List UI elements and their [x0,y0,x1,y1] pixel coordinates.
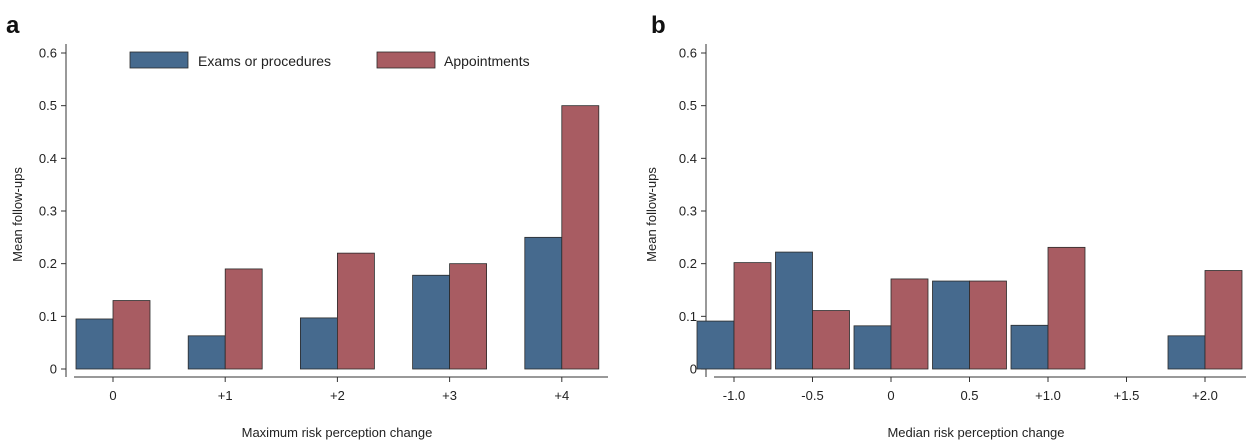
bar-appointments-6 [1204,270,1243,370]
y-tick-label: 0.1 [679,309,697,324]
legend-swatch-appointments [376,51,436,69]
x-tick-label: +3 [442,388,457,403]
panel-a: a 0 0.1 0.2 0.3 0.4 0.5 0.6 Mean follow-ups 0 +1 +2… [6,12,608,440]
x-tick-label: 0 [109,388,116,403]
y-tick-label: 0.3 [39,204,57,219]
panel-b: b 0 0.1 0.2 0.3 0.4 0.5 0.6 Mean follow-ups -1.0 -… [644,12,1246,440]
bar-exams-2 [299,317,338,370]
bar-appointments-3 [969,280,1007,370]
x-tick-label: 0.5 [960,388,978,403]
x-tick-label: 0 [887,388,894,403]
legend-swatch-exams [129,51,189,69]
bar-appointments-0 [733,262,772,370]
bar-exams-1 [775,251,813,370]
bar-appointments-3 [449,263,488,370]
bar-exams-0 [75,318,114,370]
x-tick-label: -0.5 [801,388,823,403]
y-tick-label: 0.6 [39,46,57,61]
x-axis-label: Maximum risk perception change [242,425,433,440]
panel-label: a [6,12,20,39]
y-tick-label: 0 [690,362,697,377]
y-tick-label: 0.3 [679,204,697,219]
bar-exams-2 [853,325,892,370]
x-tick-label: +2 [330,388,345,403]
legend-label-appointments: Appointments [444,53,530,69]
y-tick-label: 0.4 [679,151,697,166]
x-tick-label: +1 [218,388,233,403]
legend: Exams or procedures Appointments [129,51,530,69]
y-tick-label: 0.4 [39,151,57,166]
x-tick-label: +2.0 [1192,388,1218,403]
y-tick-label: 0.6 [679,46,697,61]
y-tick-label: 0 [50,362,57,377]
bar-appointments-1 [812,310,850,370]
bar-appointments-2 [890,278,929,370]
x-axis-label: Median risk perception change [887,425,1064,440]
y-tick-label: 0.5 [39,98,57,113]
panel-label: b [651,12,666,39]
bar-exams-4 [524,236,563,370]
bar-exams-3 [932,280,970,370]
x-tick-label: +1.0 [1035,388,1061,403]
bar-exams-0 [696,320,735,370]
x-tick-label: +1.5 [1114,388,1140,403]
bar-exams-4 [1010,324,1049,370]
y-axis-label: Mean follow-ups [10,167,25,262]
bar-appointments-0 [112,300,151,370]
bar-exams-1 [187,335,226,370]
bar-appointments-1 [224,268,263,370]
y-tick-label: 0.2 [39,256,57,271]
bar-appointments-4 [561,105,600,370]
legend-label-exams: Exams or procedures [198,53,331,69]
x-tick-label: -1.0 [723,388,745,403]
bar-appointments-2 [336,252,375,370]
y-tick-label: 0.5 [679,98,697,113]
bar-exams-3 [412,274,451,370]
bar-exams-6 [1167,335,1206,370]
y-tick-label: 0.1 [39,309,57,324]
y-axis-label: Mean follow-ups [644,167,659,262]
x-tick-label: +4 [554,388,569,403]
y-tick-label: 0.2 [679,256,697,271]
bar-appointments-4 [1047,246,1086,370]
